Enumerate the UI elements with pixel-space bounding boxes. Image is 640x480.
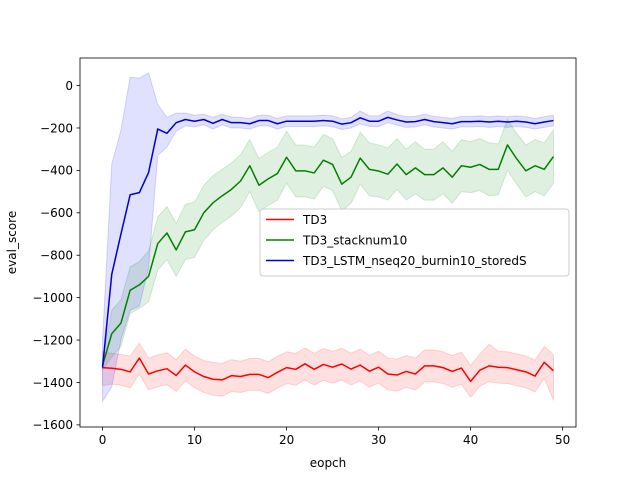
x-tick-label: 20 (279, 433, 294, 447)
x-tick-label: 0 (99, 433, 107, 447)
y-tick-label: −1200 (32, 333, 73, 347)
line-series-3 (101, 116, 554, 368)
x-tick-label: 40 (463, 433, 478, 447)
y-tick-label: −1000 (32, 291, 73, 305)
band-series-2 (102, 118, 554, 372)
confidence-bands (102, 72, 554, 404)
series-lines (101, 116, 555, 383)
x-tick-label: 10 (187, 433, 202, 447)
y-tick-label: −200 (40, 121, 73, 135)
y-axis-ticks: −1600 −1400 −1200 −1000 −800 −600 −400 −200 0 (32, 79, 80, 432)
x-tick-label: 50 (555, 433, 570, 447)
x-axis-label: eopch (310, 456, 347, 470)
x-axis-ticks: 0 10 20 30 40 50 (99, 427, 570, 447)
legend-label-3: TD3_LSTM_nseq20_burnin10_storedS (302, 254, 527, 268)
y-tick-label: −1400 (32, 376, 73, 390)
legend-label-2: TD3_stacknum10 (302, 233, 407, 247)
line-series-1 (102, 357, 554, 383)
band-series-1 (102, 342, 554, 401)
y-tick-label: −800 (40, 249, 73, 263)
y-tick-label: 0 (65, 79, 73, 93)
legend-label-1: TD3 (302, 213, 327, 227)
y-tick-label: −600 (40, 206, 73, 220)
band-series-3 (102, 72, 554, 404)
y-tick-label: −1600 (32, 418, 73, 432)
plot-frame (79, 57, 577, 428)
legend-box (259, 208, 570, 277)
line-series-2 (101, 144, 555, 366)
legend: TD3 TD3_stacknum10 TD3_LSTM_nseq20_burnin1… (259, 208, 570, 277)
x-tick-label: 30 (371, 433, 386, 447)
y-tick-label: −400 (40, 164, 73, 178)
y-axis-label: eval_score (5, 211, 19, 274)
